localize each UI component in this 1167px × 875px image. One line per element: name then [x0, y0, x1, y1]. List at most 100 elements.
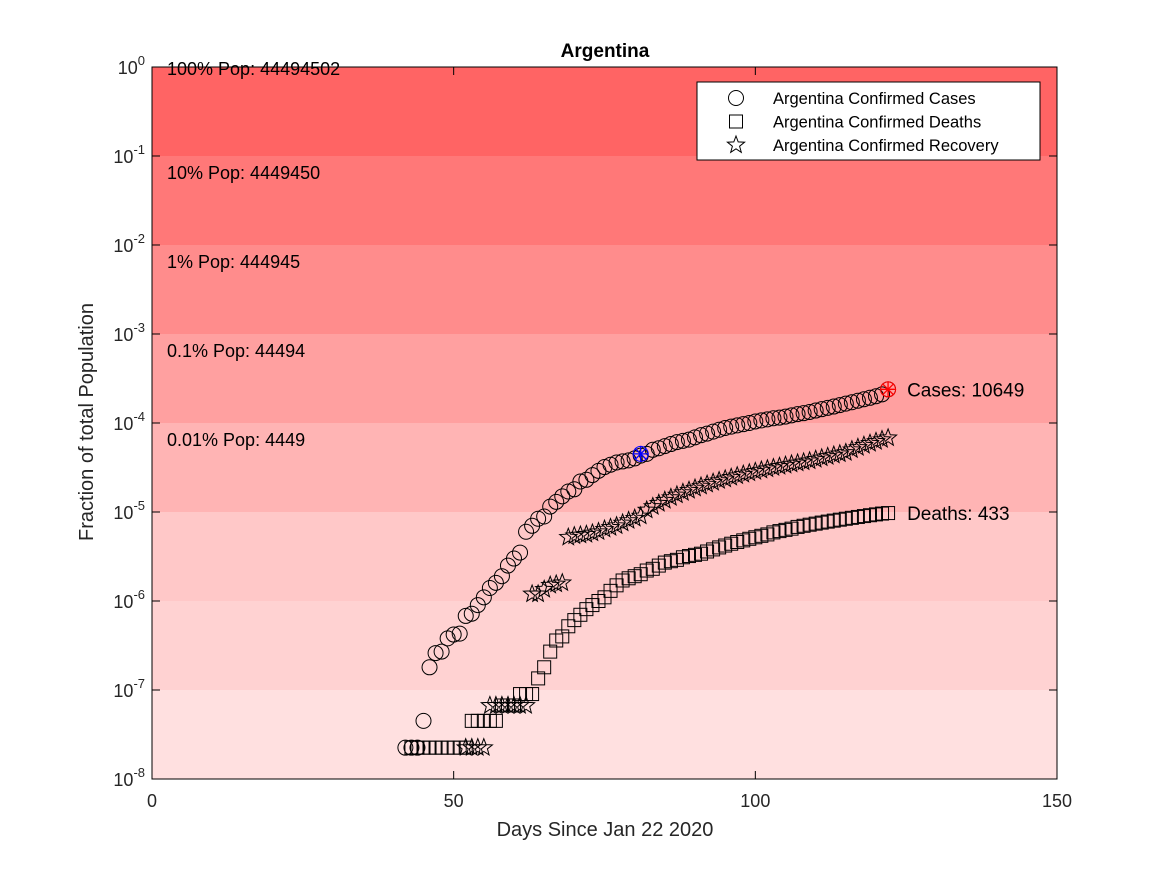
cases-point — [747, 413, 764, 430]
recovery-point — [624, 507, 645, 527]
y-tick-label: 10-7 — [113, 676, 145, 701]
recovery-point — [697, 473, 717, 493]
y-tick-label: 10-3 — [113, 320, 145, 345]
chart-title: Argentina — [561, 41, 650, 62]
y-tick-label: 10-6 — [113, 587, 145, 612]
cases-point — [831, 397, 848, 414]
cases-point — [813, 401, 830, 418]
cases-point — [487, 574, 504, 591]
legend-entry-label: Argentina Confirmed Cases — [773, 90, 976, 108]
cases-point — [771, 409, 788, 426]
cases-point — [415, 712, 432, 729]
cases-point — [783, 407, 800, 424]
recovery-point — [648, 492, 669, 512]
cases-point — [849, 392, 866, 409]
cases-point — [735, 416, 752, 433]
recovery-point — [516, 695, 536, 714]
population-band-label: 10% Pop: 4449450 — [167, 163, 320, 183]
population-band — [152, 334, 1057, 423]
highlight-point — [632, 445, 649, 462]
recovery-point — [552, 572, 573, 592]
cases-point — [819, 399, 836, 416]
recovery-point — [510, 695, 530, 714]
cases-point — [608, 454, 625, 471]
legend-marker-square — [729, 114, 743, 129]
cases-point — [463, 605, 480, 622]
population-band — [152, 156, 1057, 245]
cases-point — [433, 643, 450, 660]
cases-point — [705, 423, 722, 440]
cases-point — [855, 391, 872, 408]
legend[interactable]: Argentina Confirmed Cases Argentina Confi… — [696, 81, 1041, 161]
cases-point — [536, 508, 553, 525]
population-band — [152, 601, 1057, 690]
cases-point — [789, 406, 806, 423]
y-axis-label: Fraction of total Population — [76, 303, 98, 541]
recovery-point — [636, 499, 657, 519]
population-band-label: 1% Pop: 444945 — [167, 252, 300, 272]
cases-point — [765, 410, 782, 427]
cases-point — [795, 405, 812, 422]
cases-point — [475, 589, 492, 606]
cases-point — [512, 544, 529, 561]
cases-point — [650, 440, 667, 457]
y-tick-label: 10-8 — [113, 765, 145, 790]
recovery-point — [546, 573, 567, 593]
cases-point — [409, 739, 426, 756]
cases-point — [825, 398, 842, 415]
cases-point — [445, 626, 462, 643]
cases-point — [874, 386, 891, 403]
recovery-point — [666, 484, 687, 504]
recovery-point — [642, 496, 663, 516]
x-tick-label: 150 — [1042, 791, 1072, 811]
cases-point — [481, 579, 498, 596]
cases-point — [861, 389, 878, 406]
recovery-point — [691, 475, 711, 495]
recovery-point — [709, 470, 730, 490]
cases-point — [614, 453, 631, 470]
recovery-point — [522, 583, 543, 603]
y-tick-label: 10-1 — [113, 142, 145, 167]
recovery-point — [841, 439, 862, 459]
y-tick-label: 10-2 — [113, 231, 145, 256]
cases-point — [759, 411, 776, 428]
recovery-point — [872, 429, 892, 449]
recovery-point — [703, 471, 724, 491]
point-annotations: Cases: 10649 Deaths: 433 — [907, 380, 1024, 525]
cases-point — [729, 417, 746, 434]
recovery-point — [860, 432, 880, 452]
recovery-point — [630, 505, 651, 525]
deaths-point — [537, 660, 552, 675]
cases-point — [451, 625, 468, 642]
recovery-point — [685, 477, 705, 497]
axis-ticks: 0 50 100 150 10-8 10-7 10-6 10-5 10-4 10-3 10-2 10-… — [113, 53, 1072, 811]
deaths-point — [488, 713, 503, 728]
population-band-labels: 100% Pop: 44494502 10% Pop: 4449450 1% Pop… — [167, 59, 340, 450]
cases-point — [693, 427, 710, 444]
deaths-point — [525, 687, 540, 702]
cases-point — [403, 739, 420, 756]
recovery-point — [600, 517, 621, 536]
cases-point — [753, 412, 770, 429]
y-tick-label: 10-5 — [113, 498, 145, 523]
legend-marker-star — [726, 134, 746, 154]
x-axis-label: Days Since Jan 22 2020 — [497, 819, 714, 841]
recovery-point — [673, 482, 693, 502]
cases-point — [723, 418, 740, 435]
recovery-point — [715, 468, 736, 488]
population-band — [152, 690, 1057, 779]
cases-point — [548, 493, 565, 510]
population-band — [152, 423, 1057, 512]
cases-point — [518, 523, 535, 540]
cases-point — [506, 550, 522, 567]
x-tick-label: 50 — [444, 791, 464, 811]
data-points — [397, 381, 898, 757]
cases-point — [427, 645, 444, 662]
population-bands — [152, 67, 1057, 779]
point-annotation: Cases: 10649 — [907, 380, 1024, 401]
deaths-point — [881, 506, 896, 521]
point-annotation: Deaths: 433 — [907, 504, 1009, 525]
cases-point — [699, 425, 716, 442]
cases-point — [542, 498, 559, 515]
